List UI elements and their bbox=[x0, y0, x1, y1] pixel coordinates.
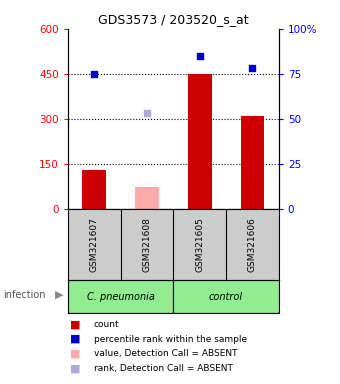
Point bbox=[197, 53, 202, 59]
Text: percentile rank within the sample: percentile rank within the sample bbox=[94, 334, 246, 344]
Text: ▶: ▶ bbox=[55, 290, 64, 300]
Bar bbox=[241, 116, 264, 209]
Bar bbox=[188, 74, 211, 209]
Point bbox=[91, 71, 97, 77]
Text: infection: infection bbox=[3, 290, 46, 300]
Title: GDS3573 / 203520_s_at: GDS3573 / 203520_s_at bbox=[98, 13, 249, 26]
Text: GSM321606: GSM321606 bbox=[248, 217, 257, 272]
Text: GSM321605: GSM321605 bbox=[195, 217, 204, 272]
Text: ■: ■ bbox=[70, 334, 80, 344]
Text: count: count bbox=[94, 320, 119, 329]
Text: value, Detection Call = ABSENT: value, Detection Call = ABSENT bbox=[94, 349, 237, 358]
Text: ■: ■ bbox=[70, 319, 80, 329]
Text: GSM321607: GSM321607 bbox=[90, 217, 99, 272]
Bar bbox=[83, 170, 106, 209]
Point bbox=[250, 65, 255, 71]
Text: ■: ■ bbox=[70, 349, 80, 359]
Text: ■: ■ bbox=[70, 363, 80, 373]
Bar bbox=[173, 280, 279, 313]
Text: C. pneumonia: C. pneumonia bbox=[87, 291, 155, 302]
Point bbox=[144, 110, 150, 116]
Bar bbox=[135, 187, 159, 209]
Text: rank, Detection Call = ABSENT: rank, Detection Call = ABSENT bbox=[94, 364, 232, 373]
Text: control: control bbox=[209, 291, 243, 302]
Bar bbox=[68, 280, 173, 313]
Text: GSM321608: GSM321608 bbox=[142, 217, 152, 272]
